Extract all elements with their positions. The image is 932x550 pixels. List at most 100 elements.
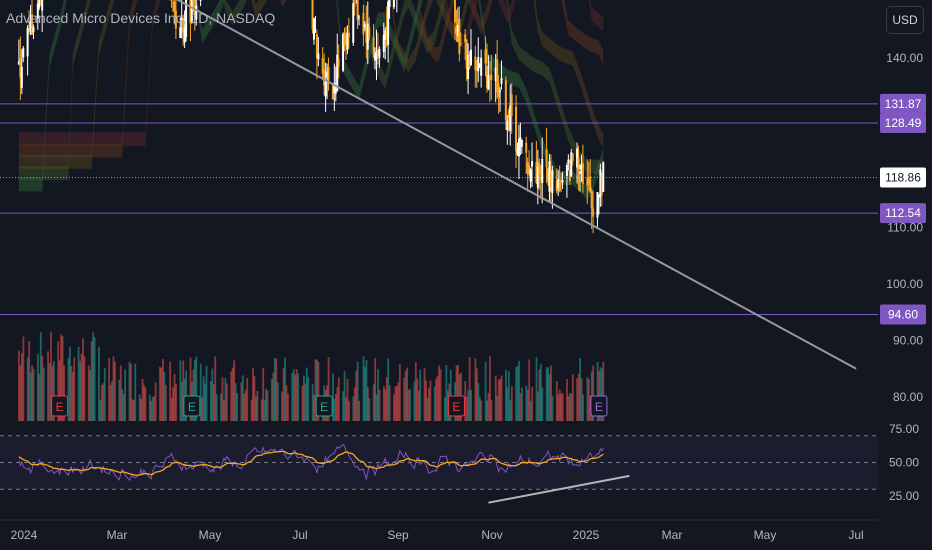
volume-bar bbox=[28, 340, 31, 421]
earnings-label: E bbox=[188, 400, 196, 414]
volume-bar bbox=[558, 389, 561, 421]
candle-body bbox=[353, 4, 356, 7]
earnings-marker[interactable]: E bbox=[183, 395, 201, 417]
volume-bar bbox=[250, 399, 253, 421]
earnings-marker[interactable]: E bbox=[590, 395, 608, 417]
volume-bar bbox=[21, 353, 23, 421]
volume-bar bbox=[316, 359, 318, 421]
earnings-box[interactable] bbox=[183, 395, 201, 417]
volume-bar bbox=[172, 387, 174, 421]
volume-bar bbox=[336, 387, 339, 421]
ma-band bbox=[18, 0, 604, 169]
earnings-marker[interactable]: E bbox=[51, 395, 69, 417]
candle-body bbox=[375, 52, 378, 59]
volume-bar bbox=[398, 364, 401, 421]
rsi-trendline[interactable] bbox=[488, 474, 630, 504]
time-axis[interactable]: 2024 Mar May Jul Sep Nov 2025 Mar May Jul bbox=[0, 519, 932, 550]
volume-bar bbox=[509, 400, 512, 421]
volume-bar bbox=[352, 396, 355, 421]
volume-bar bbox=[220, 393, 222, 421]
earnings-box[interactable] bbox=[51, 395, 69, 417]
volume-bar bbox=[435, 378, 438, 421]
earnings-box[interactable] bbox=[315, 395, 333, 417]
volume-bar bbox=[121, 389, 124, 421]
volume-bar bbox=[89, 370, 92, 421]
candle-body bbox=[22, 48, 25, 58]
candle-body bbox=[180, 17, 183, 21]
candle-body bbox=[520, 139, 523, 147]
candle-body bbox=[548, 161, 551, 192]
trendline[interactable] bbox=[160, 0, 857, 370]
volume-bar bbox=[230, 371, 233, 421]
volume-bar bbox=[170, 397, 173, 421]
volume-bar bbox=[118, 379, 121, 421]
volume-bar bbox=[355, 370, 358, 421]
volume-bar bbox=[182, 360, 185, 421]
earnings-marker[interactable]: E bbox=[447, 395, 465, 417]
volume-bar bbox=[551, 395, 554, 421]
candle-body bbox=[28, 21, 31, 23]
volume-bar bbox=[587, 379, 590, 421]
candle-body bbox=[368, 26, 371, 38]
volume-bar bbox=[262, 368, 265, 421]
price-axis[interactable]: 140.00 110.00 100.00 90.00 80.00 75.00 50.00 25… bbox=[878, 0, 932, 520]
volume-bar bbox=[179, 360, 182, 421]
candle-body bbox=[32, 27, 35, 33]
earnings-box[interactable] bbox=[447, 395, 465, 417]
candle-body bbox=[363, 24, 366, 28]
volume-bar bbox=[541, 387, 544, 421]
volume-bar bbox=[601, 368, 603, 421]
earnings-label: E bbox=[595, 400, 603, 414]
volume-bar bbox=[529, 400, 532, 421]
price-axis-bg bbox=[878, 0, 932, 520]
volume-bar bbox=[428, 388, 430, 421]
volume-bar bbox=[602, 361, 605, 421]
candle-body bbox=[376, 50, 379, 58]
candle-body bbox=[342, 33, 345, 71]
volume-bar bbox=[510, 386, 513, 421]
volume-bar bbox=[475, 368, 478, 421]
volume-bar bbox=[234, 383, 237, 421]
volume-bar bbox=[52, 361, 55, 421]
volume-bar bbox=[343, 371, 346, 421]
earnings-box[interactable] bbox=[590, 395, 608, 417]
volume-bar bbox=[275, 358, 278, 421]
volume-bar bbox=[119, 365, 122, 421]
volume-bar bbox=[273, 358, 276, 421]
volume-bar bbox=[144, 387, 147, 421]
candle-body bbox=[560, 179, 563, 181]
currency-button[interactable]: USD bbox=[886, 6, 924, 34]
volume-bar bbox=[205, 365, 208, 421]
volume-bar bbox=[195, 356, 198, 421]
candle-body bbox=[183, 28, 186, 43]
candle-body bbox=[41, 0, 44, 11]
volume-bar bbox=[287, 393, 289, 421]
candle-body bbox=[570, 152, 573, 177]
volume-bar bbox=[294, 374, 297, 421]
downtrend-line[interactable] bbox=[160, 0, 857, 370]
volume-bar bbox=[93, 337, 96, 421]
volume-bar bbox=[366, 387, 369, 421]
candle-body bbox=[475, 67, 478, 71]
time-tick-label: Nov bbox=[481, 528, 502, 542]
volume-bar bbox=[499, 378, 502, 421]
volume-bar bbox=[457, 365, 459, 421]
volume-bar bbox=[284, 357, 286, 421]
volume-bar bbox=[180, 382, 183, 421]
candle-body bbox=[352, 3, 355, 43]
volume-bar bbox=[19, 365, 22, 421]
candle-body bbox=[488, 76, 491, 81]
earnings-marker[interactable]: E bbox=[315, 395, 333, 417]
volume-bar bbox=[138, 394, 141, 421]
volume-bar bbox=[32, 368, 35, 421]
volume-bar bbox=[407, 389, 410, 421]
level-price-label: 94.60 bbox=[888, 308, 918, 322]
volume-bar bbox=[297, 373, 299, 421]
volume-bar bbox=[468, 356, 471, 421]
volume-bar bbox=[356, 361, 359, 421]
volume-bar bbox=[163, 372, 166, 421]
volume-bar bbox=[313, 394, 315, 421]
volume-bar bbox=[365, 359, 368, 421]
